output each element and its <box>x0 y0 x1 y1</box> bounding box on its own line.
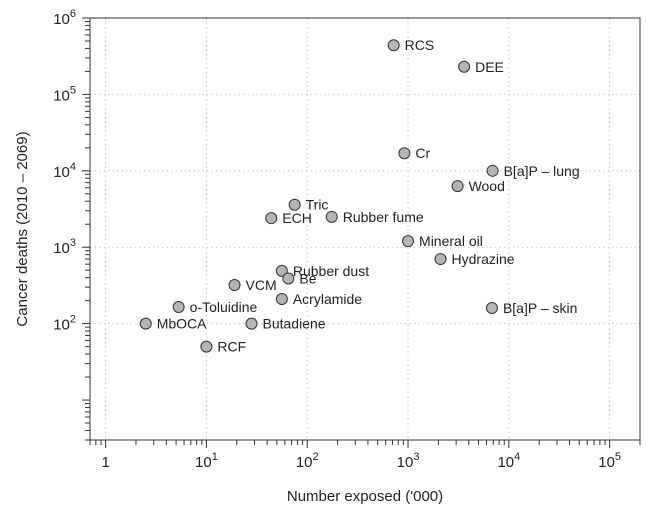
point-label: VCM <box>246 277 277 293</box>
x-axis: 1 101 102 103 104 105 <box>101 451 621 471</box>
data-point <box>200 340 213 353</box>
point-label: RCF <box>217 339 246 355</box>
y-tick-label: 105 <box>53 84 76 104</box>
y-axis: 102 103 104 105 106 <box>53 8 76 334</box>
point-label: Cr <box>415 145 430 161</box>
data-point <box>451 180 464 193</box>
data-point <box>398 147 411 160</box>
grid <box>90 17 640 440</box>
data-point <box>434 253 447 266</box>
x-tick-label: 105 <box>598 451 621 471</box>
data-point <box>282 272 295 285</box>
point-label: Wood <box>469 178 505 194</box>
data-point <box>288 198 301 211</box>
point-label: o-Toluidine <box>190 299 258 315</box>
point-label: Rubber fume <box>343 209 424 225</box>
point-label: DEE <box>475 59 504 75</box>
data-point <box>245 317 258 330</box>
data-point <box>228 279 241 292</box>
data-point <box>275 264 288 277</box>
point-label: RCS <box>405 37 435 53</box>
x-tick-label: 102 <box>296 451 319 471</box>
data-point <box>265 212 278 225</box>
minor-ticks <box>82 17 641 448</box>
data-point <box>172 301 185 314</box>
x-axis-title: Number exposed ('000) <box>287 488 443 505</box>
plot-area <box>89 17 641 441</box>
point-label: Rubber dust <box>293 263 369 279</box>
x-tick-label: 1 <box>101 454 109 471</box>
x-tick-label: 101 <box>195 451 218 471</box>
point-label: Tric <box>306 197 329 213</box>
data-point <box>485 302 498 315</box>
point-label: B[a]P – skin <box>503 300 577 316</box>
x-tick-label: 104 <box>497 451 520 471</box>
data-point <box>139 317 152 330</box>
point-label: Acrylamide <box>293 291 362 307</box>
y-tick-label: 103 <box>53 237 76 257</box>
y-tick-label: 106 <box>53 8 76 28</box>
point-label: ECH <box>282 210 312 226</box>
data-point <box>402 235 415 248</box>
y-tick-label: 102 <box>53 314 76 334</box>
data-point <box>486 164 499 177</box>
point-label: Be <box>299 270 316 286</box>
data-point <box>325 210 338 223</box>
data-point <box>275 293 288 306</box>
point-label: Hydrazine <box>452 251 515 267</box>
y-tick-label: 104 <box>53 161 76 181</box>
data-point <box>387 39 400 52</box>
data-point <box>458 60 471 73</box>
point-label: B[a]P – lung <box>504 163 580 179</box>
point-label: MbOCA <box>157 316 207 332</box>
point-label: Mineral oil <box>419 233 483 249</box>
point-label: Butadiene <box>263 316 326 332</box>
x-tick-label: 103 <box>397 451 420 471</box>
y-axis-title: Cancer deaths (2010 – 2069) <box>14 131 31 326</box>
